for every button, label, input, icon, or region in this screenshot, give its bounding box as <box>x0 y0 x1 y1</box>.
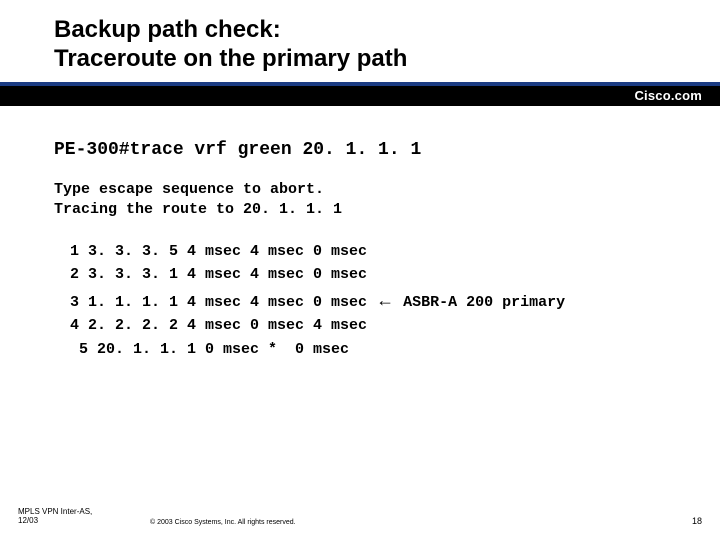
footer-left: MPLS VPN Inter-AS, 12/03 <box>18 507 92 526</box>
header-bar: Cisco.com <box>0 82 720 106</box>
slide-title: Backup path check: Traceroute on the pri… <box>0 0 720 82</box>
cisco-logo-label: Cisco.com <box>634 86 702 106</box>
hop-line: 1 3. 3. 3. 5 4 msec 4 msec 0 msec <box>70 243 367 260</box>
footer-page-number: 18 <box>692 516 702 526</box>
trace-hops: 1 3. 3. 3. 5 4 msec 4 msec 0 msec 2 3. 3… <box>54 240 680 361</box>
msg-line-1: Type escape sequence to abort. <box>54 181 324 198</box>
hop-line: 4 2. 2. 2. 2 4 msec 0 msec 4 msec <box>70 317 367 334</box>
title-line-2: Traceroute on the primary path <box>54 45 407 72</box>
trace-messages: Type escape sequence to abort. Tracing t… <box>54 180 680 221</box>
trace-command: PE-300#trace vrf green 20. 1. 1. 1 <box>54 140 680 160</box>
footer-left-line-2: 12/03 <box>18 516 38 525</box>
title-line-1: Backup path check: <box>54 16 281 43</box>
hop-line: 2 3. 3. 3. 1 4 msec 4 msec 0 msec <box>70 266 367 283</box>
hop-line: 3 1. 1. 1. 1 4 msec 4 msec 0 msec <box>70 294 367 311</box>
slide: Backup path check: Traceroute on the pri… <box>0 0 720 540</box>
arrow-left-icon: ← <box>376 290 394 310</box>
footer-left-line-1: MPLS VPN Inter-AS, <box>18 507 92 516</box>
footer-copyright: © 2003 Cisco Systems, Inc. All rights re… <box>150 519 296 526</box>
hop-line: 5 20. 1. 1. 1 0 msec * 0 msec <box>70 341 349 358</box>
header-bar-black <box>0 86 720 106</box>
slide-content: PE-300#trace vrf green 20. 1. 1. 1 Type … <box>0 106 720 361</box>
hop-annotation: ASBR-A 200 primary <box>394 294 565 311</box>
msg-line-2: Tracing the route to 20. 1. 1. 1 <box>54 201 342 218</box>
